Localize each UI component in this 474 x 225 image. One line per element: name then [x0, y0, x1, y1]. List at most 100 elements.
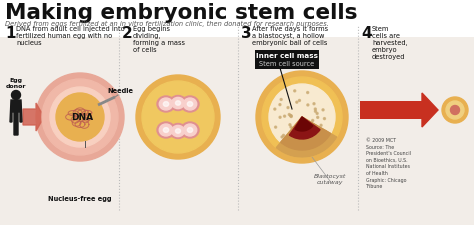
Circle shape: [142, 82, 214, 153]
Ellipse shape: [170, 124, 186, 139]
Circle shape: [312, 120, 314, 122]
Ellipse shape: [172, 98, 184, 109]
Circle shape: [314, 108, 316, 110]
Circle shape: [50, 88, 110, 147]
Text: Egg begins
dividing,
forming a mass
of cells: Egg begins dividing, forming a mass of c…: [133, 26, 185, 53]
Text: Egg
donor: Egg donor: [6, 78, 26, 89]
Ellipse shape: [159, 99, 173, 110]
Text: DNA from adult cell injected into
fertilized human egg with no
nucleus: DNA from adult cell injected into fertil…: [16, 26, 125, 46]
Circle shape: [322, 109, 324, 111]
Circle shape: [293, 139, 295, 141]
Ellipse shape: [157, 97, 175, 112]
Circle shape: [294, 130, 297, 132]
Circle shape: [297, 128, 299, 130]
Ellipse shape: [159, 124, 173, 136]
Polygon shape: [422, 94, 438, 127]
Wedge shape: [281, 117, 330, 150]
Ellipse shape: [187, 128, 193, 133]
Circle shape: [290, 116, 292, 118]
Circle shape: [314, 111, 317, 113]
Circle shape: [280, 99, 282, 101]
Circle shape: [274, 127, 277, 128]
Circle shape: [317, 117, 319, 119]
Circle shape: [450, 106, 459, 115]
Wedge shape: [276, 117, 337, 157]
Circle shape: [302, 121, 304, 123]
Ellipse shape: [187, 102, 193, 107]
Ellipse shape: [170, 96, 186, 111]
Circle shape: [442, 98, 468, 124]
FancyBboxPatch shape: [0, 0, 474, 38]
Ellipse shape: [164, 128, 169, 133]
Ellipse shape: [164, 102, 169, 107]
Circle shape: [307, 92, 309, 94]
Circle shape: [290, 140, 292, 142]
Circle shape: [269, 85, 335, 150]
Circle shape: [262, 78, 342, 157]
Text: Stem
cells are
harvested,
embryo
destroyed: Stem cells are harvested, embryo destroy…: [372, 26, 408, 60]
Circle shape: [307, 135, 309, 137]
Circle shape: [291, 142, 293, 144]
Text: 1: 1: [5, 26, 16, 41]
Circle shape: [290, 115, 292, 117]
Circle shape: [279, 117, 281, 119]
Polygon shape: [10, 101, 22, 135]
Wedge shape: [290, 117, 320, 139]
Circle shape: [283, 135, 284, 137]
FancyBboxPatch shape: [255, 50, 319, 69]
Circle shape: [136, 76, 220, 159]
Circle shape: [274, 109, 276, 111]
Circle shape: [289, 124, 291, 126]
Text: Derived from eggs fertilized at an in vitro fertilization clinic, then donated f: Derived from eggs fertilized at an in vi…: [5, 21, 329, 27]
Circle shape: [290, 127, 292, 128]
Circle shape: [323, 118, 326, 120]
Ellipse shape: [183, 124, 197, 136]
Circle shape: [446, 101, 464, 119]
Text: Nucleus-free egg: Nucleus-free egg: [48, 195, 112, 201]
Circle shape: [279, 104, 281, 106]
Text: Making embryonic stem cells: Making embryonic stem cells: [5, 3, 357, 23]
Circle shape: [288, 114, 290, 116]
Circle shape: [42, 80, 118, 155]
Circle shape: [290, 115, 292, 117]
Text: Blastocyst
cutaway: Blastocyst cutaway: [314, 173, 346, 184]
Circle shape: [296, 102, 298, 104]
Polygon shape: [23, 104, 44, 131]
Circle shape: [283, 116, 285, 118]
Ellipse shape: [175, 129, 181, 134]
Circle shape: [316, 113, 318, 115]
Text: DNA: DNA: [71, 113, 93, 122]
Circle shape: [36, 74, 124, 161]
Circle shape: [325, 131, 327, 133]
Circle shape: [281, 136, 283, 138]
Text: After five days it forms
a blastocyst, a hollow
embryonic ball of cells: After five days it forms a blastocyst, a…: [252, 26, 328, 46]
Circle shape: [306, 143, 309, 145]
Ellipse shape: [181, 97, 199, 112]
FancyBboxPatch shape: [360, 101, 422, 119]
Circle shape: [294, 90, 296, 92]
Text: Inner cell mass: Inner cell mass: [256, 53, 318, 59]
Circle shape: [304, 135, 306, 137]
Text: Needle: Needle: [107, 88, 133, 94]
Circle shape: [287, 107, 289, 109]
Text: Stem cell source: Stem cell source: [259, 61, 315, 67]
Wedge shape: [295, 117, 313, 131]
Circle shape: [317, 134, 319, 136]
Circle shape: [313, 103, 315, 105]
Ellipse shape: [172, 126, 184, 137]
Text: © 2009 MCT
Source: The
President's Council
on Bioethics, U.S.
National Institute: © 2009 MCT Source: The President's Counc…: [366, 137, 411, 188]
Circle shape: [56, 94, 104, 141]
Circle shape: [299, 100, 301, 102]
Circle shape: [307, 104, 309, 106]
Circle shape: [320, 125, 322, 127]
Circle shape: [11, 91, 20, 100]
Circle shape: [256, 72, 348, 163]
Text: 4: 4: [361, 26, 372, 41]
Ellipse shape: [181, 122, 199, 138]
Text: 2: 2: [122, 26, 133, 41]
Circle shape: [320, 133, 322, 135]
Ellipse shape: [157, 122, 175, 138]
Ellipse shape: [175, 101, 181, 106]
Ellipse shape: [183, 99, 197, 110]
Text: 3: 3: [241, 26, 252, 41]
